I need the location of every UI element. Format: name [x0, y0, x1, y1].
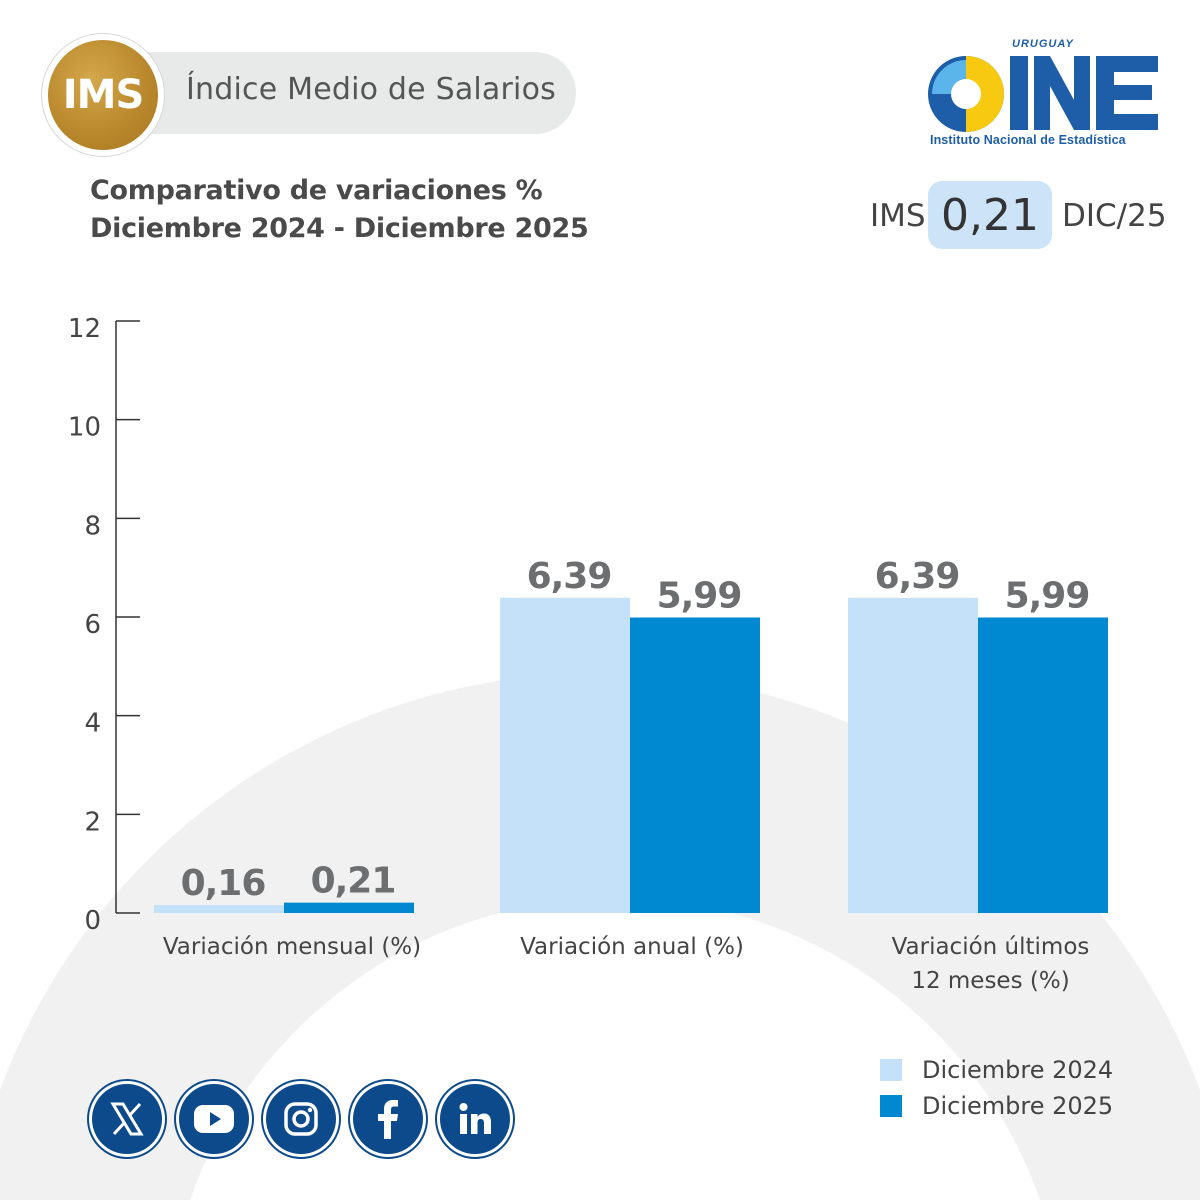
legend-label-2024: Diciembre 2024: [922, 1056, 1114, 1084]
data-label-2024-1: 6,39: [527, 556, 612, 597]
linkedin-icon[interactable]: [440, 1084, 510, 1154]
data-label-2025-2: 5,99: [1005, 575, 1090, 616]
legend-item-2025: Diciembre 2025: [880, 1088, 1113, 1124]
bar-2025-2: [978, 617, 1108, 913]
category-label-1: Variación anual (%): [520, 934, 744, 960]
data-label-2024-2: 6,39: [875, 556, 960, 597]
y-tick-label-2: 2: [84, 807, 101, 837]
ine-logo: [928, 56, 1158, 132]
y-tick-label-0: 0: [84, 906, 101, 936]
y-tick-label-10: 10: [68, 413, 101, 443]
data-label-2024-0: 0,16: [181, 863, 266, 904]
y-tick-label-8: 8: [84, 511, 101, 541]
readout-period: DIC/25: [1062, 198, 1167, 234]
category-label-2: Variación últimos 12 meses (%): [891, 934, 1090, 994]
readout-label: IMS: [870, 198, 926, 234]
x-icon[interactable]: [92, 1084, 162, 1154]
data-label-2025-0: 0,21: [311, 861, 396, 902]
y-tick-label-6: 6: [84, 610, 101, 640]
bar-2024-2: [848, 597, 978, 913]
bar-2024-1: [500, 597, 630, 913]
subtitle-line-2: Diciembre 2024 - Diciembre 2025: [90, 213, 589, 244]
ims-badge-text: IMS: [48, 40, 158, 150]
logo-letter-e: [1096, 56, 1158, 130]
category-label-0: Variación mensual (%): [162, 934, 422, 960]
page-title: Índice Medio de Salarios: [186, 72, 556, 107]
social-links: [92, 1084, 510, 1154]
logo-letter-n: [1034, 56, 1090, 130]
legend-item-2024: Diciembre 2024: [880, 1052, 1113, 1088]
y-tick-label-4: 4: [84, 709, 101, 739]
bar-2025-1: [630, 617, 760, 913]
logo-letter-i: [1010, 56, 1028, 130]
bar-2025-0: [284, 902, 414, 913]
legend-swatch-2024: [880, 1059, 902, 1081]
subtitle-line-1: Comparativo de variaciones %: [90, 175, 543, 206]
data-label-2025-1: 5,99: [657, 575, 742, 616]
ims-badge: IMS: [42, 34, 164, 156]
y-tick-label-12: 12: [68, 314, 101, 344]
logo-caption: Instituto Nacional de Estadística: [930, 133, 1126, 147]
readout-value: 0,21: [928, 181, 1052, 249]
bar-2024-0: [154, 905, 284, 913]
legend-label-2025: Diciembre 2025: [922, 1092, 1114, 1120]
logo-globe-center: [951, 79, 981, 109]
instagram-icon[interactable]: [266, 1084, 336, 1154]
chart-legend: Diciembre 2024 Diciembre 2025: [880, 1052, 1113, 1124]
legend-swatch-2025: [880, 1095, 902, 1117]
facebook-icon[interactable]: [353, 1084, 423, 1154]
youtube-icon[interactable]: [179, 1084, 249, 1154]
chart-subtitle: Comparativo de variaciones % Diciembre 2…: [90, 172, 589, 248]
logo-country: URUGUAY: [1012, 38, 1074, 50]
